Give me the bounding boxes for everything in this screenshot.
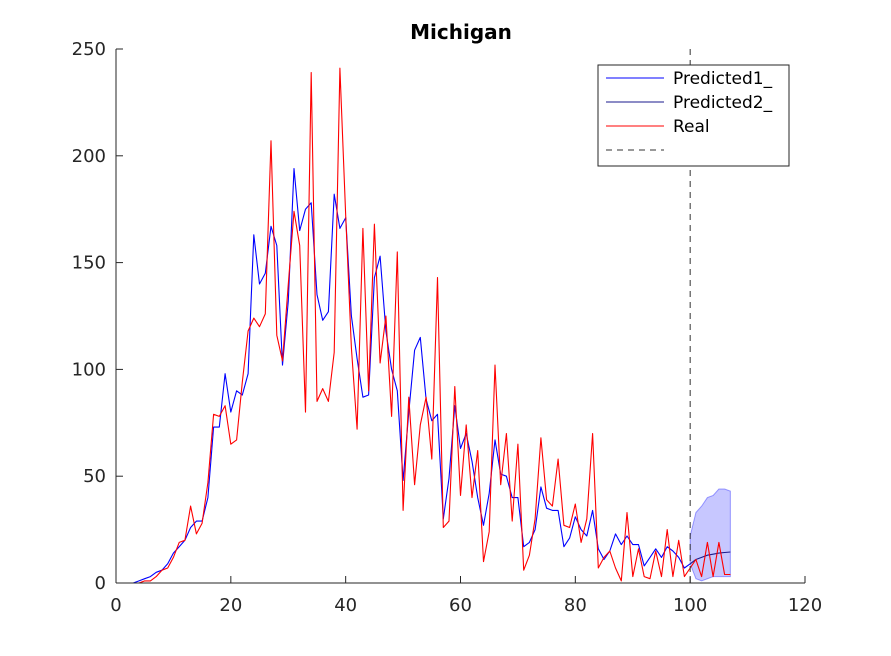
x-tick-label: 60 [449, 595, 472, 616]
x-tick-label: 20 [219, 595, 242, 616]
x-tick-label: 0 [110, 595, 121, 616]
x-tick-label: 100 [673, 595, 707, 616]
y-tick-label: 0 [95, 573, 106, 594]
y-tick-label: 250 [72, 39, 106, 60]
legend: Predicted1_ Predicted2_ Real [597, 64, 790, 167]
legend-label-1: Predicted2_ [673, 93, 773, 113]
x-tick-label: 80 [564, 595, 587, 616]
legend-label-2: Real [673, 117, 710, 137]
y-tick-label: 50 [83, 466, 106, 487]
series-line-1 [689, 551, 731, 565]
x-tick-label: 40 [334, 595, 357, 616]
chart-title: Michigan [410, 20, 512, 44]
x-tick-label: 120 [788, 595, 822, 616]
legend-box [597, 64, 790, 167]
legend-label-0: Predicted1_ [673, 69, 773, 89]
plot-area [121, 49, 731, 584]
y-tick-label: 150 [72, 253, 106, 274]
y-tick-label: 100 [72, 359, 106, 380]
axes: 0 20 40 60 80 100 120 0 50 100 150 200 250 [72, 39, 823, 616]
y-tick-label: 200 [72, 146, 106, 167]
series-line-2 [121, 67, 731, 584]
